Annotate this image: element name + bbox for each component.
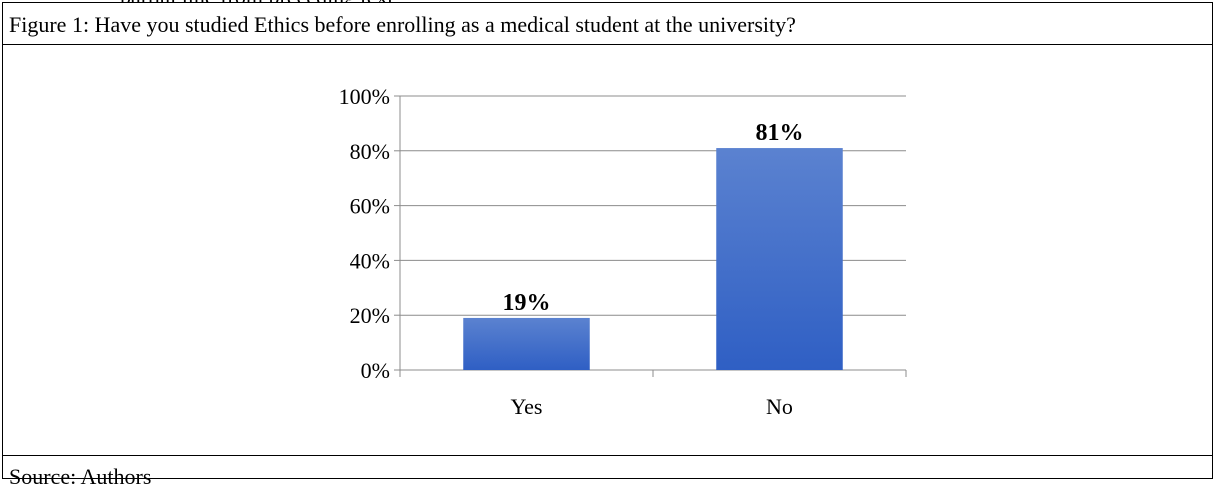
y-tick-label: 60% <box>350 194 390 219</box>
x-tick-label: Yes <box>510 394 542 419</box>
data-label: 19% <box>503 290 551 316</box>
y-tick-label: 20% <box>350 303 390 328</box>
caption-row: Figure 1: Have you studied Ethics before… <box>3 3 1212 45</box>
data-label: 81% <box>756 120 804 146</box>
y-tick-label: 0% <box>361 358 390 383</box>
figure-caption: Figure 1: Have you studied Ethics before… <box>9 12 796 37</box>
x-tick-label: No <box>766 394 793 419</box>
bar-yes <box>463 317 590 370</box>
labels: 0% 20% 40% 60% 80% 100% 19% Yes 81% No <box>339 84 804 419</box>
y-tick-label: 80% <box>350 139 390 164</box>
y-tick-label: 40% <box>350 248 390 273</box>
bars <box>463 148 843 370</box>
previous-text-fragment: partial line from preceding text <box>0 0 1216 2</box>
bar-no <box>716 148 843 370</box>
y-tick-label: 100% <box>339 84 390 109</box>
